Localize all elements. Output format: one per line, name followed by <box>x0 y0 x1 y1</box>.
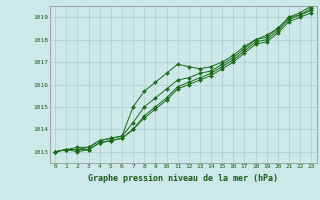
X-axis label: Graphe pression niveau de la mer (hPa): Graphe pression niveau de la mer (hPa) <box>88 174 278 183</box>
